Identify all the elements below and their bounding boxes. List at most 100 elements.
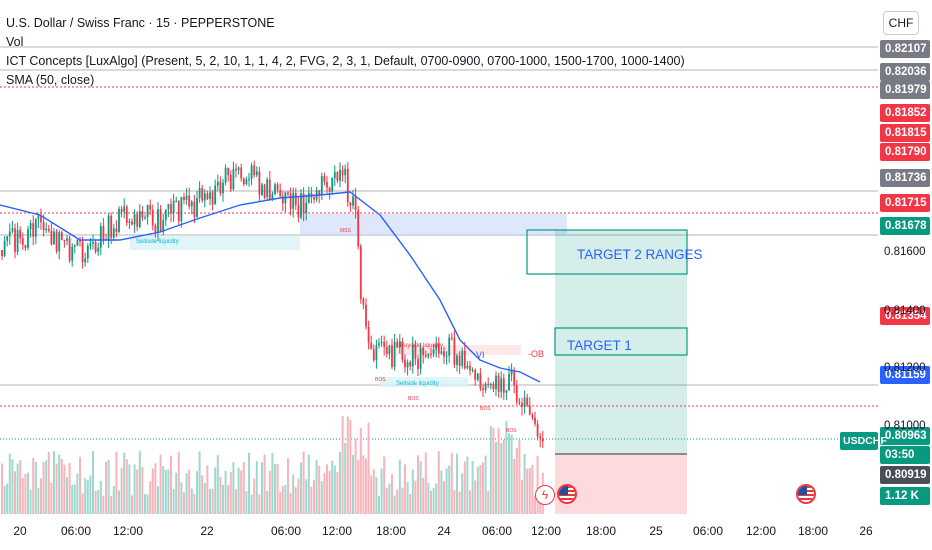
symbol-title[interactable]: U.S. Dollar / Swiss Franc · 15 · PEPPERS…: [6, 16, 275, 30]
volume-bar: [97, 489, 100, 514]
liquidity-zone: [130, 236, 300, 250]
candle-body: [203, 193, 206, 201]
candle-body: [177, 200, 180, 222]
candle-body: [333, 171, 336, 179]
candle-body: [112, 228, 115, 238]
volume-bar: [123, 452, 126, 514]
price-tag: 0.81815: [880, 124, 930, 142]
bos-label: BOS: [408, 396, 419, 402]
volume-bar: [164, 469, 167, 514]
volume-bar: [84, 478, 87, 514]
volume-bar: [146, 494, 149, 514]
volume-bar: [120, 467, 123, 514]
indicator-vol[interactable]: Vol: [6, 35, 24, 49]
price-tag: 0.81715: [880, 194, 930, 212]
candle-body: [86, 245, 89, 259]
volume-bar: [261, 462, 263, 514]
candle-body: [123, 206, 126, 212]
currency-button[interactable]: CHF: [883, 11, 919, 35]
lightning-icon[interactable]: ϟ: [535, 485, 555, 505]
indicator-ict-concepts[interactable]: ICT Concepts [LuxAlgo] (Present, 5, 2, 1…: [6, 54, 685, 68]
candle-body: [271, 193, 274, 200]
candle-body: [216, 181, 219, 186]
mss-label: MSS: [340, 228, 352, 234]
candle-body: [149, 204, 152, 210]
candle-body: [513, 370, 516, 386]
candle-body: [489, 383, 492, 385]
volume-bar: [526, 468, 529, 514]
candle-body: [393, 341, 396, 367]
candle-body: [424, 355, 427, 357]
candle-body: [300, 193, 302, 218]
candle-body: [328, 187, 331, 192]
volume-bar: [105, 461, 107, 514]
candle-body: [398, 341, 401, 348]
volume-bar: [79, 457, 81, 514]
symbol-tag: USDCHF: [840, 432, 887, 450]
volume-bar: [16, 463, 19, 514]
chart-legend: U.S. Dollar / Swiss Franc · 15 · PEPPERS…: [6, 14, 685, 90]
candle-body: [99, 226, 102, 248]
volume-bar: [315, 460, 318, 514]
volume-bar: [443, 481, 445, 514]
volume-bar: [318, 465, 321, 514]
volume-bar: [60, 458, 63, 514]
candle-body: [157, 209, 159, 233]
time-label: 25: [649, 524, 663, 538]
candle-body: [534, 417, 536, 424]
volume-bar: [432, 487, 435, 514]
price-tag: 0.82107: [880, 40, 930, 58]
candle-body: [536, 423, 539, 437]
candle-body: [461, 350, 464, 366]
candle-body: [432, 349, 435, 354]
candle-body: [34, 219, 37, 237]
volume-bar: [287, 458, 289, 514]
indicator-sma[interactable]: SMA (50, close): [6, 73, 95, 87]
candle-body: [167, 204, 170, 210]
volume-bar: [263, 454, 266, 514]
candle-body: [411, 344, 414, 367]
volume-bar: [19, 460, 22, 514]
candle-body: [396, 341, 399, 348]
candle-body: [120, 208, 123, 212]
candle-body: [414, 344, 417, 359]
volume-bar: [107, 459, 110, 514]
volume-bar: [310, 486, 313, 514]
candle-body: [297, 204, 300, 218]
candle-body: [133, 214, 136, 225]
candle-body: [318, 190, 321, 195]
volume-bar: [11, 459, 14, 514]
volume-bar: [198, 451, 201, 514]
time-label: 12:00: [321, 524, 353, 538]
volume-bar: [430, 490, 432, 514]
candle-body: [94, 241, 97, 252]
candle-body: [76, 240, 79, 246]
candle-body: [40, 215, 42, 223]
us-flag-icon[interactable]: [557, 484, 577, 504]
time-label: 18:00: [585, 524, 617, 538]
candle-body: [237, 167, 240, 171]
candle-body: [378, 343, 380, 346]
volume-bar: [406, 481, 409, 514]
candle-body: [206, 193, 209, 199]
candle-body: [170, 204, 172, 214]
candle-body: [211, 192, 214, 205]
volume-bar: [453, 490, 456, 514]
candle-body: [250, 165, 253, 179]
volume-bar: [201, 475, 204, 514]
volume-bar: [170, 455, 172, 514]
candle-body: [302, 193, 305, 214]
us-flag-icon[interactable]: [796, 484, 816, 504]
candle-body: [492, 383, 495, 390]
volume-bar: [167, 469, 170, 514]
candle-body: [21, 237, 24, 246]
candle-body: [307, 192, 310, 203]
candle-body: [440, 351, 443, 354]
volume-bar: [276, 463, 279, 514]
candle-body: [131, 221, 133, 225]
candle-body: [443, 351, 445, 357]
volume-bar: [362, 455, 365, 514]
candle-body: [469, 365, 471, 371]
candle-body: [253, 165, 256, 176]
